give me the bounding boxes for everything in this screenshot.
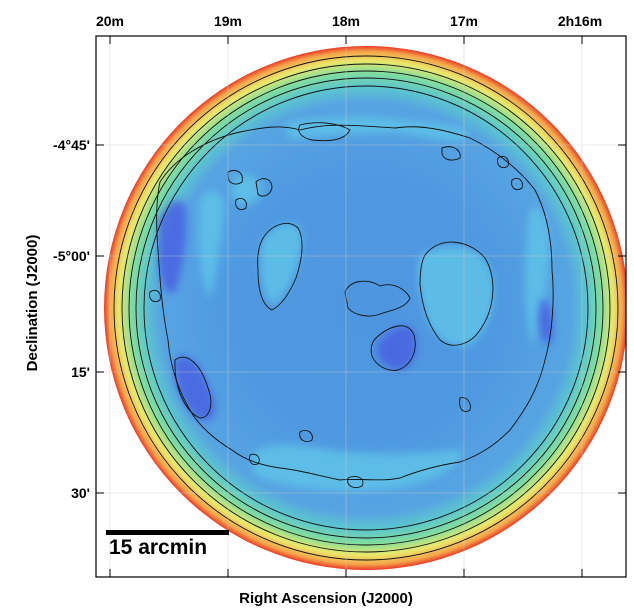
- x-tick-19m: 19m: [214, 13, 242, 29]
- scale-bar: [106, 530, 229, 535]
- x-axis-label: Right Ascension (J2000): [239, 590, 413, 607]
- coverage-disk: [104, 46, 626, 570]
- y-tick-4d45: -4°45': [53, 137, 90, 153]
- y-tick-labels: -4°45' -5°00' 15' 30': [53, 137, 90, 501]
- x-tick-20m: 20m: [96, 13, 124, 29]
- x-tick-17m: 17m: [450, 13, 478, 29]
- plot-frame: [95, 35, 627, 578]
- cyan-regions: [198, 116, 550, 492]
- tick-marks: [96, 36, 626, 577]
- x-tick-2h16m: 2h16m: [558, 13, 602, 29]
- rim-contours: [113, 55, 619, 561]
- y-tick-5d00: -5°00': [53, 248, 90, 264]
- y-tick-15: 15': [71, 364, 90, 380]
- y-tick-30: 30': [71, 485, 90, 501]
- x-tick-18m: 18m: [332, 13, 360, 29]
- y-axis-label: Declination (J2000): [24, 234, 41, 372]
- scale-bar-label: 15 arcmin: [109, 536, 208, 559]
- coordinate-grid: [96, 36, 626, 577]
- inner-contours: [149, 122, 554, 489]
- deep-blue-regions: [158, 199, 553, 421]
- x-tick-labels: 20m 19m 18m 17m 2h16m: [96, 13, 602, 29]
